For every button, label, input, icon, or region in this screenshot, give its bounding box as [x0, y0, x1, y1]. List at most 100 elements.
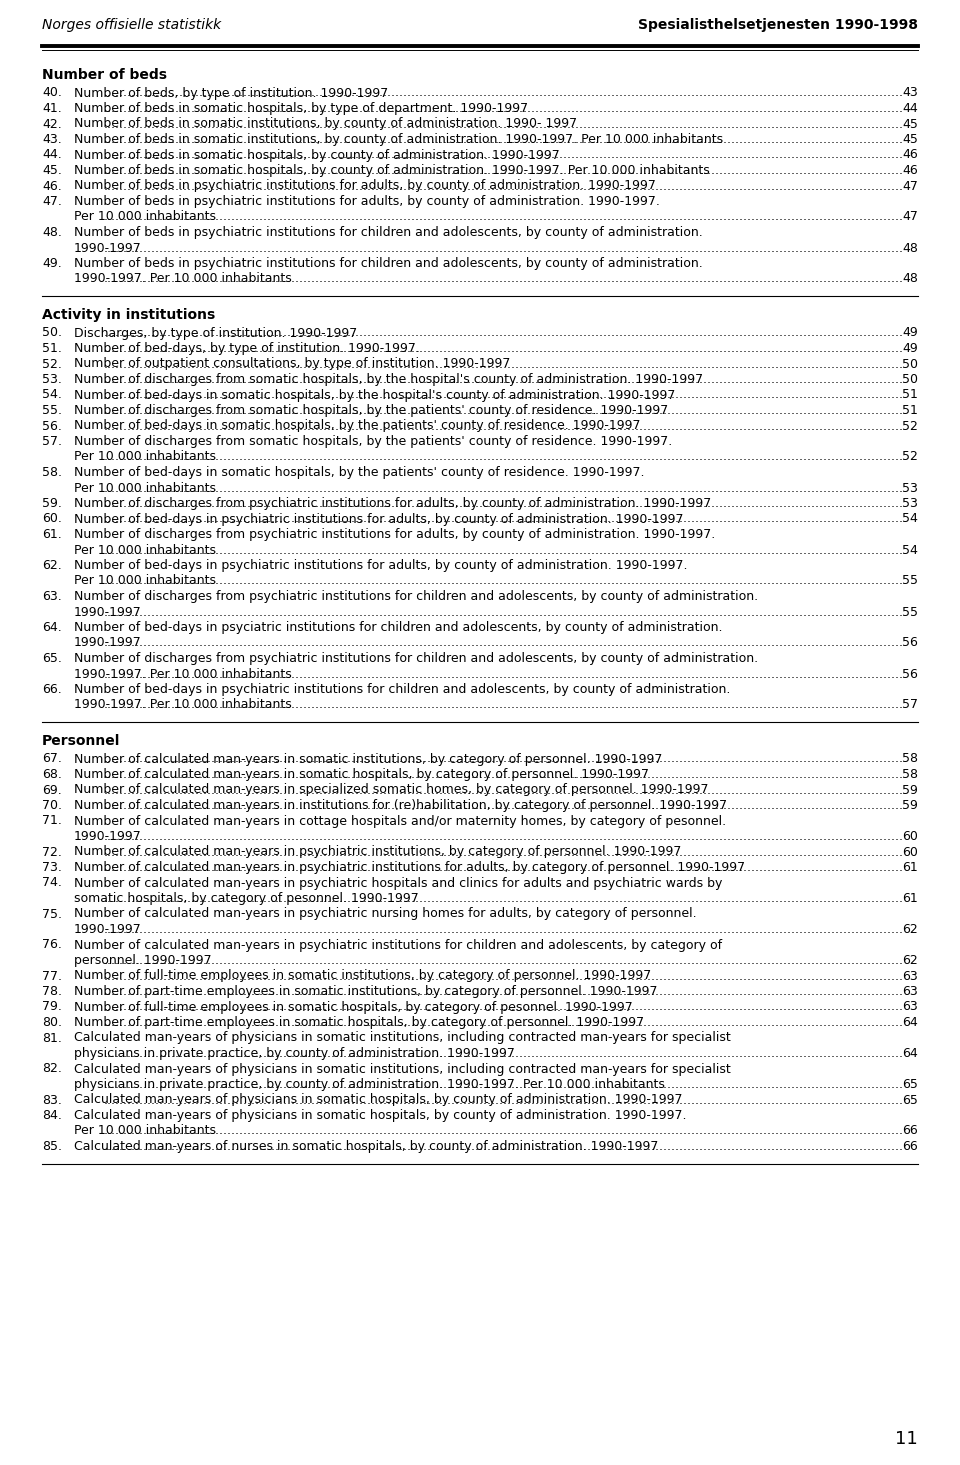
- Text: Number of calculated man-years in specialized somatic homes, by category of pers: Number of calculated man-years in specia…: [74, 784, 708, 797]
- Text: somatic hospitals, by category of pesonnel. 1990-1997: somatic hospitals, by category of pesonn…: [74, 892, 419, 905]
- Text: ................................................................................: ........................................…: [104, 1017, 904, 1028]
- Text: ................................................................................: ........................................…: [104, 1093, 904, 1106]
- Text: Per 10 000 inhabitants: Per 10 000 inhabitants: [74, 574, 216, 587]
- Text: Number of calculated man-years in somatic institutions, by category of personnel: Number of calculated man-years in somati…: [74, 753, 662, 766]
- Text: Number of bed-days, by type of institution. 1990-1997.: Number of bed-days, by type of instituti…: [74, 341, 420, 355]
- Text: 77.: 77.: [42, 970, 62, 983]
- Text: 84.: 84.: [42, 1109, 61, 1122]
- Text: ................................................................................: ........................................…: [104, 404, 904, 418]
- Text: Per 10 000 inhabitants: Per 10 000 inhabitants: [74, 482, 216, 495]
- Text: Number of discharges from somatic hospitals, by the patients' county of residenc: Number of discharges from somatic hospit…: [74, 435, 672, 448]
- Text: ................................................................................: ........................................…: [104, 451, 904, 463]
- Text: ................................................................................: ........................................…: [104, 668, 904, 681]
- Text: 53.: 53.: [42, 374, 61, 385]
- Text: Number of full-time employees in somatic hospitals, by category of pesonnel. 199: Number of full-time employees in somatic…: [74, 1001, 633, 1014]
- Text: Number of calculated man-years in institutions for (re)habilitation, by category: Number of calculated man-years in instit…: [74, 798, 727, 812]
- Text: 60: 60: [902, 831, 918, 842]
- Text: 45: 45: [902, 117, 918, 130]
- Text: Norges offisielle statistikk: Norges offisielle statistikk: [42, 18, 221, 32]
- Text: 50.: 50.: [42, 327, 62, 340]
- Text: 55: 55: [902, 574, 918, 587]
- Text: 49.: 49.: [42, 256, 61, 270]
- Text: 61: 61: [902, 861, 918, 875]
- Text: Calculated man-years of physicians in somatic hospitals, by county of administra: Calculated man-years of physicians in so…: [74, 1109, 686, 1122]
- Text: 60: 60: [902, 845, 918, 858]
- Text: 71.: 71.: [42, 815, 61, 828]
- Text: 48.: 48.: [42, 226, 61, 239]
- Text: 1990-1997: 1990-1997: [74, 831, 142, 842]
- Text: Number of beds in somatic hospitals, by type of department. 1990-1997: Number of beds in somatic hospitals, by …: [74, 103, 528, 114]
- Text: Number of discharges from psychiatric institutions for children and adolescents,: Number of discharges from psychiatric in…: [74, 590, 758, 604]
- Text: 58: 58: [902, 753, 918, 766]
- Text: Calculated man-years of physicians in somatic institutions, including contracted: Calculated man-years of physicians in so…: [74, 1062, 731, 1075]
- Text: Number of calculated man-years in psychiatric institutions for children and adol: Number of calculated man-years in psychi…: [74, 939, 722, 951]
- Text: 46.: 46.: [42, 180, 61, 192]
- Text: 75.: 75.: [42, 907, 62, 920]
- Text: 65.: 65.: [42, 652, 61, 665]
- Text: 54: 54: [902, 513, 918, 526]
- Text: 11: 11: [896, 1430, 918, 1447]
- Text: 56: 56: [902, 668, 918, 681]
- Text: 58.: 58.: [42, 466, 62, 479]
- Text: Number of discharges from psychiatric institutions for adults, by county of admi: Number of discharges from psychiatric in…: [74, 497, 711, 510]
- Text: ................................................................................: ........................................…: [104, 845, 904, 858]
- Text: ................................................................................: ........................................…: [104, 605, 904, 618]
- Text: 42.: 42.: [42, 117, 61, 130]
- Text: ................................................................................: ........................................…: [104, 327, 904, 340]
- Text: 49: 49: [902, 341, 918, 355]
- Text: 62: 62: [902, 923, 918, 936]
- Text: Number of full-time employees in somatic institutions, by category of personnel.: Number of full-time employees in somatic…: [74, 970, 651, 983]
- Text: Number of calculated man-years in psychiatric institutions for adults, by catego: Number of calculated man-years in psychi…: [74, 861, 745, 875]
- Text: Discharges, by type of institution. 1990-1997: Discharges, by type of institution. 1990…: [74, 327, 357, 340]
- Text: 70.: 70.: [42, 798, 62, 812]
- Text: Number of discharges from somatic hospitals, by the hospital's county of adminis: Number of discharges from somatic hospit…: [74, 374, 703, 385]
- Text: ................................................................................: ........................................…: [104, 831, 904, 842]
- Text: Per 10 000 inhabitants: Per 10 000 inhabitants: [74, 451, 216, 463]
- Text: ................................................................................: ........................................…: [104, 86, 904, 100]
- Text: ................................................................................: ........................................…: [104, 1047, 904, 1061]
- Text: ................................................................................: ........................................…: [104, 861, 904, 875]
- Text: 43: 43: [902, 86, 918, 100]
- Text: ................................................................................: ........................................…: [104, 103, 904, 114]
- Text: 62: 62: [902, 954, 918, 967]
- Text: Number of bed-days in psychiatric institutions for adults, by county of administ: Number of bed-days in psychiatric instit…: [74, 560, 687, 571]
- Text: 48: 48: [902, 242, 918, 255]
- Text: 52.: 52.: [42, 357, 61, 371]
- Text: Number of discharges from psychiatric institutions for adults, by county of admi: Number of discharges from psychiatric in…: [74, 527, 715, 541]
- Text: 44: 44: [902, 103, 918, 114]
- Text: ................................................................................: ........................................…: [104, 211, 904, 224]
- Text: Number of beds in psychiatric institutions for children and adolescents, by coun: Number of beds in psychiatric institutio…: [74, 226, 703, 239]
- Text: Number of part-time employees in somatic hospitals, by category of personnel. 19: Number of part-time employees in somatic…: [74, 1017, 644, 1028]
- Text: 78.: 78.: [42, 984, 62, 998]
- Text: 44.: 44.: [42, 148, 61, 161]
- Text: ................................................................................: ........................................…: [104, 923, 904, 936]
- Text: 49: 49: [902, 327, 918, 340]
- Text: Number of discharges from somatic hospitals, by the patients' county of residenc: Number of discharges from somatic hospit…: [74, 404, 668, 418]
- Text: ................................................................................: ........................................…: [104, 148, 904, 161]
- Text: 54.: 54.: [42, 388, 61, 401]
- Text: ................................................................................: ........................................…: [104, 1140, 904, 1153]
- Text: 59: 59: [902, 798, 918, 812]
- Text: 66: 66: [902, 1140, 918, 1153]
- Text: 1990-1997: 1990-1997: [74, 605, 142, 618]
- Text: ................................................................................: ........................................…: [104, 753, 904, 766]
- Text: Number of beds in somatic institutions, by county of administration. 1990-1997. : Number of beds in somatic institutions, …: [74, 133, 723, 146]
- Text: ................................................................................: ........................................…: [104, 357, 904, 371]
- Text: Number of bed-days in somatic hospitals, by the patients' county of residence. 1: Number of bed-days in somatic hospitals,…: [74, 419, 640, 432]
- Text: 59: 59: [902, 784, 918, 797]
- Text: Number of beds in somatic institutions, by county of administration. 1990- 1997: Number of beds in somatic institutions, …: [74, 117, 577, 130]
- Text: Spesialisthelsetjenesten 1990-1998: Spesialisthelsetjenesten 1990-1998: [638, 18, 918, 32]
- Text: Number of calculated man-years in cottage hospitals and/or maternity homes, by c: Number of calculated man-years in cottag…: [74, 815, 726, 828]
- Text: Calculated man-years of physicians in somatic hospitals, by county of administra: Calculated man-years of physicians in so…: [74, 1093, 683, 1106]
- Text: 55.: 55.: [42, 404, 62, 418]
- Text: ................................................................................: ........................................…: [104, 180, 904, 192]
- Text: 63: 63: [902, 1001, 918, 1014]
- Text: 63: 63: [902, 970, 918, 983]
- Text: ................................................................................: ........................................…: [104, 1125, 904, 1137]
- Text: 1990-1997: 1990-1997: [74, 242, 142, 255]
- Text: Number of beds in psychiatric institutions for adults, by county of administrati: Number of beds in psychiatric institutio…: [74, 180, 656, 192]
- Text: 65: 65: [902, 1093, 918, 1106]
- Text: ................................................................................: ........................................…: [104, 272, 904, 286]
- Text: ................................................................................: ........................................…: [104, 984, 904, 998]
- Text: ................................................................................: ........................................…: [104, 954, 904, 967]
